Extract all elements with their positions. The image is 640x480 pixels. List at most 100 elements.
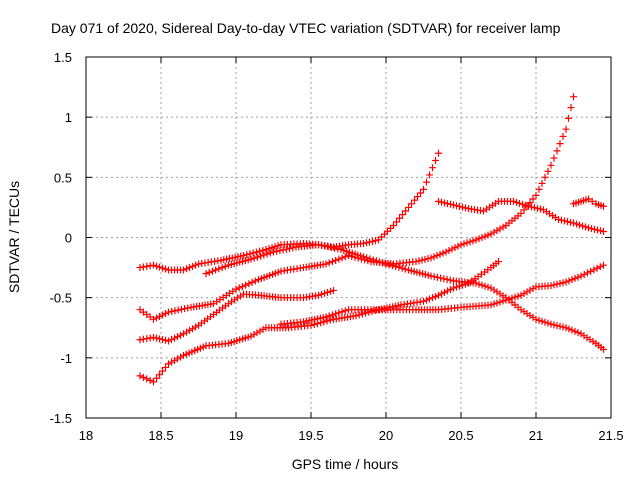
data-point (562, 278, 570, 286)
data-point (446, 276, 454, 284)
data-point (514, 292, 522, 300)
data-point (371, 307, 379, 315)
data-point (181, 305, 189, 313)
data-point (247, 332, 255, 340)
chart-title: Day 071 of 2020, Sidereal Day-to-day VTE… (51, 20, 561, 36)
data-point (268, 244, 276, 252)
data-point (325, 259, 333, 267)
data-point (529, 195, 537, 203)
data-point (186, 326, 193, 334)
data-point (358, 310, 366, 318)
data-point (490, 300, 498, 308)
data-point (580, 270, 588, 278)
data-point (567, 104, 575, 112)
data-point (478, 281, 486, 289)
data-point (355, 311, 363, 319)
y-tick-label: 0.5 (54, 170, 72, 185)
data-point (513, 198, 520, 206)
data-point (559, 279, 567, 287)
data-point (369, 237, 376, 245)
data-point (544, 167, 552, 175)
data-point (143, 335, 151, 343)
data-point (218, 264, 226, 272)
data-point (243, 251, 251, 259)
data-point (322, 260, 330, 268)
data-point (417, 189, 424, 197)
data-point (565, 325, 573, 333)
data-point (430, 253, 438, 261)
data-point (547, 161, 555, 169)
data-points (136, 93, 607, 386)
data-point (174, 333, 181, 341)
data-point (538, 317, 546, 325)
data-point (565, 114, 572, 122)
data-point (532, 191, 540, 199)
data-point (541, 318, 549, 326)
data-point (212, 266, 220, 274)
data-point (372, 237, 379, 245)
data-point (366, 238, 373, 246)
data-point (388, 262, 396, 270)
data-point (534, 204, 541, 212)
x-tick-label: 19.5 (298, 428, 323, 443)
data-point (156, 335, 163, 343)
data-point (451, 244, 459, 252)
data-point (139, 263, 147, 271)
data-point (330, 286, 337, 294)
data-point (472, 279, 480, 287)
data-point (168, 307, 176, 315)
data-point (153, 262, 160, 270)
data-point (547, 282, 555, 290)
data-point (463, 239, 471, 247)
data-point (327, 287, 334, 295)
data-point (440, 275, 448, 283)
x-axis-label: GPS time / hours (292, 456, 399, 472)
data-point (156, 263, 163, 271)
data-point (242, 281, 250, 289)
data-point (180, 266, 187, 274)
data-point (495, 258, 502, 266)
data-point (531, 204, 538, 212)
data-point (322, 313, 330, 321)
data-point (600, 345, 607, 353)
data-point (573, 220, 580, 228)
data-point (484, 231, 492, 239)
data-point (174, 306, 182, 314)
data-point (541, 173, 549, 181)
data-point (439, 249, 447, 257)
data-point (408, 200, 415, 208)
data-point (550, 281, 558, 289)
data-point (490, 228, 498, 236)
data-point (462, 204, 469, 212)
data-point (517, 209, 525, 217)
data-point (423, 296, 430, 304)
data-point (159, 367, 166, 375)
data-point (561, 217, 568, 225)
data-point (338, 308, 346, 316)
data-point (171, 334, 178, 342)
data-point (240, 252, 247, 260)
data-point (246, 250, 254, 258)
series-track-6 (277, 261, 607, 328)
data-point (162, 265, 169, 273)
data-point (424, 255, 432, 263)
data-point (263, 250, 271, 258)
data-point (250, 254, 258, 262)
data-point (286, 245, 294, 253)
data-point (250, 330, 258, 338)
data-point (457, 241, 465, 249)
data-point (435, 149, 442, 157)
data-point (432, 292, 439, 300)
data-point (327, 243, 335, 251)
data-point (273, 247, 281, 255)
data-point (189, 325, 196, 333)
data-point (146, 334, 154, 342)
data-point (270, 248, 277, 256)
data-point (168, 336, 175, 344)
data-point (318, 290, 325, 298)
data-point (401, 265, 409, 273)
data-point (568, 276, 576, 284)
data-point (519, 200, 526, 208)
data-point (315, 241, 322, 249)
data-point (328, 311, 336, 319)
